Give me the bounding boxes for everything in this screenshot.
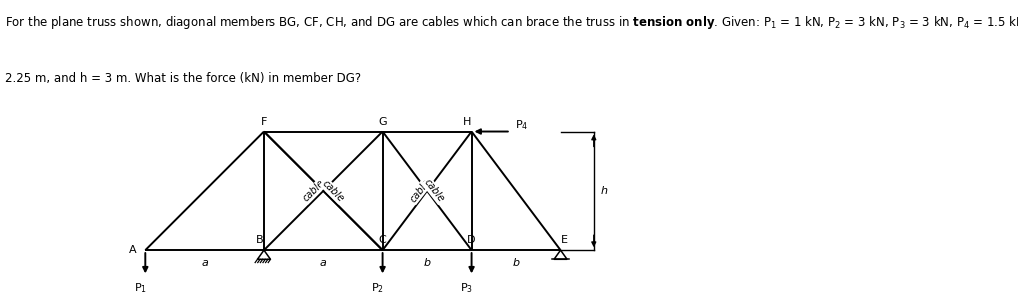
Text: b: b: [512, 258, 519, 268]
Text: cable: cable: [320, 178, 346, 204]
Text: D: D: [467, 236, 475, 245]
Text: F: F: [261, 117, 267, 127]
Text: For the plane truss shown, diagonal members BG, CF, CH, and DG are cables which : For the plane truss shown, diagonal memb…: [5, 14, 1018, 32]
Text: B: B: [257, 236, 264, 245]
Text: a: a: [202, 258, 208, 268]
Text: P$_4$: P$_4$: [515, 119, 528, 133]
Text: P$_3$: P$_3$: [460, 281, 473, 295]
Text: cable: cable: [301, 178, 327, 204]
Text: cable: cable: [422, 177, 446, 204]
Text: P$_2$: P$_2$: [372, 281, 385, 295]
Text: P$_1$: P$_1$: [134, 281, 147, 295]
Text: b: b: [423, 258, 431, 268]
Text: A: A: [129, 245, 137, 255]
Text: E: E: [561, 236, 568, 245]
Text: G: G: [379, 117, 387, 127]
Text: a: a: [320, 258, 327, 268]
Text: C: C: [379, 236, 387, 245]
Text: 2.25 m, and h = 3 m. What is the force (kN) in member DG?: 2.25 m, and h = 3 m. What is the force (…: [5, 72, 361, 85]
Text: cable: cable: [408, 177, 432, 204]
Text: h: h: [601, 186, 608, 196]
Text: H: H: [463, 117, 471, 127]
